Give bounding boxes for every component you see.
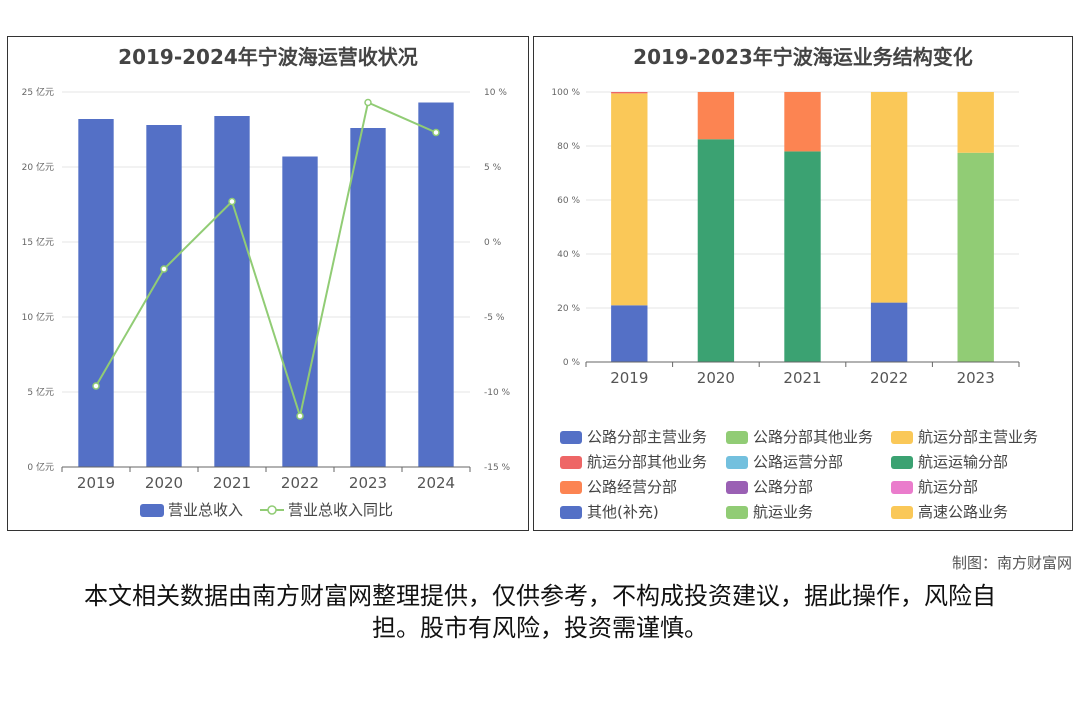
y-tick-label: 20 % xyxy=(557,304,580,314)
legend-swatch xyxy=(726,431,748,444)
x-tick-label: 2023 xyxy=(957,369,995,387)
stack-segment-2022 xyxy=(870,92,908,303)
legend-label: 航运运输分部 xyxy=(918,453,1008,471)
structure-chart-title: 2019-2023年宁波海运业务结构变化 xyxy=(633,45,973,69)
legend-label: 公路经营分部 xyxy=(587,478,677,496)
legend-label: 航运分部其他业务 xyxy=(587,453,707,471)
y-tick-label: 5 亿元 xyxy=(27,386,54,398)
legend-label: 航运业务 xyxy=(753,503,813,521)
yoy-point-2021 xyxy=(228,197,236,206)
legend-label: 航运分部 xyxy=(918,478,978,496)
x-tick-label: 2019 xyxy=(610,369,648,387)
legend-label: 航运分部主营业务 xyxy=(918,428,1038,446)
legend-swatch xyxy=(726,456,748,469)
legend-label: 其他(补充) xyxy=(587,503,659,521)
yoy-point-2022 xyxy=(296,412,304,420)
legend-swatch-revenue xyxy=(140,504,164,517)
structure-chart: 0 % 20 % 40 % 60 % 80 % 100 % 2019 2020 2021 2022… xyxy=(551,88,1038,521)
y-tick-label: 0 % xyxy=(563,358,581,368)
x-tick-label: 2021 xyxy=(213,474,251,492)
legend-label: 公路运营分部 xyxy=(753,453,843,471)
stack-segment-2020 xyxy=(697,92,735,140)
legend-swatch xyxy=(560,506,582,519)
yoy-point-2024 xyxy=(432,128,440,137)
x-tick-label: 2024 xyxy=(417,474,455,492)
legend-label: 公路分部 xyxy=(753,478,813,496)
legend-label: 公路分部其他业务 xyxy=(753,428,873,446)
stack-segment-2022 xyxy=(870,302,908,362)
y-tick-label: 80 % xyxy=(557,142,580,152)
bar-2024 xyxy=(418,102,454,467)
stack-segment-2021 xyxy=(784,151,821,362)
revenue-chart-panel: 2019-2024年宁波海运营收状况 0 亿元 5 亿元 10 亿元 15 亿元 20 … xyxy=(7,36,529,531)
y-tick-label: 15 亿元 xyxy=(22,236,54,248)
legend-label-revenue: 营业总收入 xyxy=(168,501,243,519)
legend-swatch xyxy=(726,481,748,494)
x-tick-label: 2023 xyxy=(349,474,387,492)
stack-segment-2020 xyxy=(697,139,735,362)
y-tick-label: 20 亿元 xyxy=(22,161,54,173)
structure-chart-panel: 2019-2023年宁波海运业务结构变化 0 % 20 % 40 % 60 % 80 %… xyxy=(533,36,1073,531)
legend-swatch xyxy=(891,481,913,494)
yoy-point-2020 xyxy=(160,265,168,273)
stack-segment-2021 xyxy=(784,92,821,152)
y-tick-label: 25 亿元 xyxy=(22,86,54,98)
y-tick-label: 60 % xyxy=(557,196,580,206)
y2-tick-label: 5 % xyxy=(484,163,502,173)
legend-label-yoy: 营业总收入同比 xyxy=(288,501,393,519)
x-tick-label: 2020 xyxy=(697,369,735,387)
bar-2022 xyxy=(282,156,318,467)
stack-segment-2019 xyxy=(611,305,648,362)
chart-credit: 制图：南方财富网 xyxy=(951,554,1072,572)
disclaimer-text: 本文相关数据由南方财富网整理提供，仅供参考，不构成投资建议，据此操作，风险自担。… xyxy=(84,582,996,642)
y2-tick-label: -10 % xyxy=(484,388,511,398)
y2-tick-label: 0 % xyxy=(484,238,502,248)
legend-swatch xyxy=(891,456,913,469)
y-tick-label: 40 % xyxy=(557,250,580,260)
legend-swatch xyxy=(891,506,913,519)
y-tick-label: 100 % xyxy=(551,88,580,98)
revenue-chart-title: 2019-2024年宁波海运营收状况 xyxy=(118,45,418,69)
legend-swatch xyxy=(726,506,748,519)
legend-marker-yoy xyxy=(267,505,277,515)
legend-swatch xyxy=(891,431,913,444)
bar-2023 xyxy=(350,128,386,467)
bar-2020 xyxy=(146,125,182,467)
x-tick-label: 2019 xyxy=(77,474,115,492)
legend-label: 公路分部主营业务 xyxy=(587,428,707,446)
yoy-point-2023 xyxy=(364,98,372,107)
legend-swatch xyxy=(560,456,582,469)
legend-swatch xyxy=(560,431,582,444)
bar-2019 xyxy=(78,119,114,467)
y-tick-label: 10 亿元 xyxy=(22,311,54,323)
stack-segment-2019 xyxy=(611,93,648,306)
legend-label: 高速公路业务 xyxy=(918,503,1008,521)
revenue-chart: 0 亿元 5 亿元 10 亿元 15 亿元 20 亿元 25 亿元 -15 % -10 % -5… xyxy=(22,86,511,519)
yoy-line xyxy=(95,101,437,420)
y-tick-label: 0 亿元 xyxy=(27,461,54,473)
y2-tick-label: -5 % xyxy=(484,313,505,323)
x-tick-label: 2022 xyxy=(281,474,319,492)
stack-segment-2019 xyxy=(611,92,648,94)
stack-segment-2023 xyxy=(957,152,994,362)
y2-tick-label: -15 % xyxy=(484,463,511,473)
x-tick-label: 2020 xyxy=(145,474,183,492)
x-tick-label: 2022 xyxy=(870,369,908,387)
bar-2021 xyxy=(214,116,250,467)
y2-tick-label: 10 % xyxy=(484,88,507,98)
stack-segment-2023 xyxy=(957,92,994,153)
legend-swatch xyxy=(560,481,582,494)
yoy-point-2019 xyxy=(92,382,100,390)
x-tick-label: 2021 xyxy=(783,369,821,387)
